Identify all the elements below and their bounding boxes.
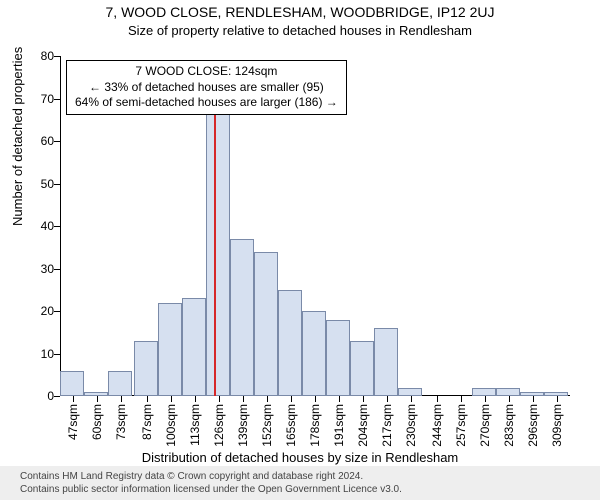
x-tick-label: 257sqm <box>454 404 468 447</box>
histogram-bar <box>206 111 230 396</box>
y-tick <box>54 354 60 355</box>
x-tick-label: 283sqm <box>502 404 516 447</box>
x-tick <box>363 396 364 402</box>
x-tick <box>533 396 534 402</box>
y-tick-label: 60 <box>14 134 54 148</box>
x-tick <box>121 396 122 402</box>
y-tick <box>54 141 60 142</box>
attribution-footer: Contains HM Land Registry data © Crown c… <box>0 466 600 500</box>
page-title: 7, WOOD CLOSE, RENDLESHAM, WOODBRIDGE, I… <box>0 0 600 21</box>
y-tick <box>54 56 60 57</box>
x-tick-label: 126sqm <box>212 404 226 447</box>
x-tick <box>219 396 220 402</box>
y-tick-label: 80 <box>14 49 54 63</box>
annotation-line: ← 33% of detached houses are smaller (95… <box>75 80 338 96</box>
x-tick-label: 60sqm <box>90 404 104 440</box>
x-tick-label: 113sqm <box>188 404 202 446</box>
x-tick-label: 152sqm <box>260 404 274 447</box>
x-tick-label: 165sqm <box>284 404 298 447</box>
y-tick-label: 0 <box>14 389 54 403</box>
y-tick <box>54 99 60 100</box>
y-tick <box>54 184 60 185</box>
x-tick <box>243 396 244 402</box>
histogram-bar <box>230 239 254 396</box>
x-tick <box>557 396 558 402</box>
x-tick <box>437 396 438 402</box>
annotation-line: 64% of semi-detached houses are larger (… <box>75 95 338 111</box>
y-tick <box>54 311 60 312</box>
histogram-bar <box>326 320 350 397</box>
x-tick <box>73 396 74 402</box>
x-tick <box>509 396 510 402</box>
footer-line: Contains public sector information licen… <box>20 483 594 496</box>
y-tick <box>54 269 60 270</box>
x-tick <box>147 396 148 402</box>
x-tick-label: 217sqm <box>380 404 394 447</box>
histogram-bar <box>472 388 496 397</box>
x-tick-label: 139sqm <box>236 404 250 447</box>
footer-line: Contains HM Land Registry data © Crown c… <box>20 470 594 483</box>
x-tick-label: 296sqm <box>526 404 540 447</box>
y-axis-line <box>60 56 61 396</box>
x-tick <box>97 396 98 402</box>
annotation-box: 7 WOOD CLOSE: 124sqm ← 33% of detached h… <box>66 60 347 115</box>
y-tick-label: 70 <box>14 92 54 106</box>
y-tick-label: 30 <box>14 262 54 276</box>
x-tick <box>291 396 292 402</box>
y-tick <box>54 396 60 397</box>
x-tick <box>171 396 172 402</box>
x-tick-label: 270sqm <box>478 404 492 447</box>
histogram-bar <box>134 341 158 396</box>
reference-line <box>214 111 216 396</box>
y-tick-label: 40 <box>14 219 54 233</box>
x-tick-label: 100sqm <box>164 404 178 447</box>
histogram-bar <box>278 290 302 396</box>
histogram-bar <box>398 388 422 397</box>
y-tick-label: 20 <box>14 304 54 318</box>
x-tick <box>411 396 412 402</box>
x-tick <box>267 396 268 402</box>
histogram-bar <box>350 341 374 396</box>
y-tick-label: 10 <box>14 347 54 361</box>
x-tick-label: 309sqm <box>550 404 564 447</box>
x-tick <box>485 396 486 402</box>
x-tick-label: 204sqm <box>356 404 370 447</box>
histogram-bar <box>60 371 84 397</box>
histogram-bar <box>374 328 398 396</box>
histogram-bar <box>254 252 278 397</box>
x-tick <box>315 396 316 402</box>
x-axis-label: Distribution of detached houses by size … <box>0 450 600 465</box>
x-tick <box>195 396 196 402</box>
x-tick <box>339 396 340 402</box>
x-tick-label: 191sqm <box>332 404 346 447</box>
x-tick-label: 230sqm <box>404 404 418 447</box>
y-tick <box>54 226 60 227</box>
histogram-bar <box>182 298 206 396</box>
histogram-bar <box>496 388 520 397</box>
x-tick-label: 73sqm <box>114 404 128 440</box>
x-tick-label: 178sqm <box>308 404 322 447</box>
histogram-bar <box>158 303 182 397</box>
x-tick-label: 47sqm <box>66 404 80 440</box>
histogram-bar <box>302 311 326 396</box>
x-tick <box>387 396 388 402</box>
x-tick-label: 244sqm <box>430 404 444 447</box>
chart-subtitle: Size of property relative to detached ho… <box>0 21 600 38</box>
x-tick <box>461 396 462 402</box>
annotation-line: 7 WOOD CLOSE: 124sqm <box>75 64 338 80</box>
x-tick-label: 87sqm <box>140 404 154 440</box>
y-tick-label: 50 <box>14 177 54 191</box>
histogram-bar <box>108 371 132 397</box>
